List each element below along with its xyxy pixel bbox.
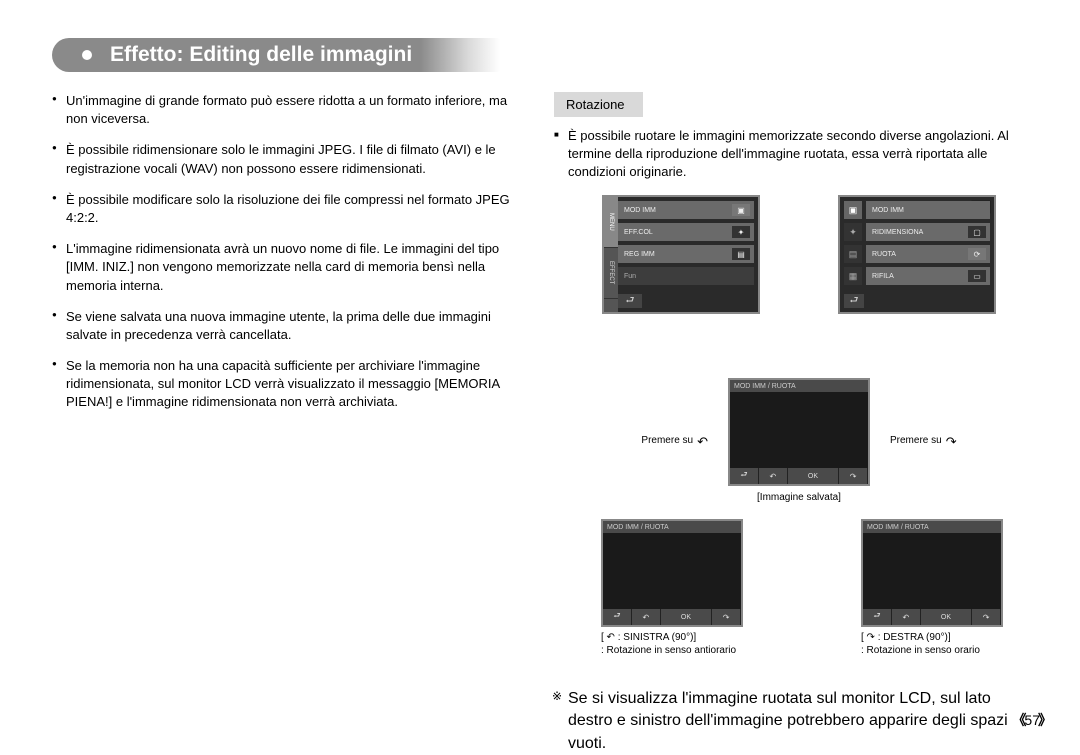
rotate-right-icon: ↷: [712, 609, 741, 625]
preview-screen-left: MOD IMM / RUOTA ⮐ ↶ OK ↷: [601, 519, 743, 627]
page-number: 57: [1012, 710, 1052, 730]
menu-sidebar: MENU EFFECT: [604, 197, 618, 312]
row-icon: ▣: [732, 204, 750, 216]
row-icon: ▭: [968, 270, 986, 282]
row-icon: ✦: [844, 223, 862, 241]
middle-screen-row: Premere su↶ MOD IMM / RUOTA ⮐ ↶ OK ↷ [Im…: [554, 378, 1044, 503]
menu-tab: MENU: [604, 197, 618, 248]
menu-rows: MOD IMM▣ EFF.COL✦ REG IMM▤ Fun: [618, 201, 754, 289]
bullet-item: Un'immagine di grande formato può essere…: [52, 92, 522, 128]
row-icon: ⟳: [968, 248, 986, 260]
row-icon: ▣: [844, 201, 862, 219]
page-title-bar: Effetto: Editing delle immagini: [52, 38, 420, 72]
icon-column: ▣ ✦ ▤ ▦: [844, 201, 862, 289]
row-icon: ▢: [968, 226, 986, 238]
ok-button: OK: [661, 609, 712, 625]
screen-buttons: ⮐ ↶ OK ↷: [603, 609, 741, 625]
row-icon: ▤: [844, 245, 862, 263]
camera-menu-screen-left: MENU EFFECT MOD IMM▣ EFF.COL✦ REG IMM▤ F…: [602, 195, 760, 314]
bullet-item: È possibile modificare solo la risoluzio…: [52, 191, 522, 227]
screen-buttons: ⮐ ↶ OK ↷: [863, 609, 1001, 625]
page-title: Effetto: Editing delle immagini: [110, 43, 412, 67]
menu-row: Fun: [618, 267, 754, 285]
screen-body: [603, 533, 741, 609]
menu-row: RIFILA▭: [866, 267, 990, 285]
arrow-right-icon: ↷: [946, 434, 957, 450]
bullet-item: L'immagine ridimensionata avrà un nuovo …: [52, 240, 522, 295]
row-icon: ▤: [732, 248, 750, 260]
rotation-intro: È possibile ruotare le immagini memorizz…: [554, 127, 1032, 182]
menu-row: MOD IMM: [866, 201, 990, 219]
menu-row: RIDIMENSIONA▢: [866, 223, 990, 241]
menu-rows: MOD IMM RIDIMENSIONA▢ RUOTA⟳ RIFILA▭: [866, 201, 990, 289]
screen-buttons: ⮐ ↶ OK ↷: [730, 468, 868, 484]
row-icon: ▦: [844, 267, 862, 285]
note-wrap: Se si visualizza l'immagine ruotata sul …: [554, 670, 1032, 755]
ok-button: OK: [921, 609, 972, 625]
menu-row: REG IMM▤: [618, 245, 754, 263]
preview-screen-right: MOD IMM / RUOTA ⮐ ↶ OK ↷: [861, 519, 1003, 627]
screen-caption: [ ↶ : SINISTRA (90°)]: [601, 632, 743, 643]
back-icon: ⮐: [863, 609, 892, 625]
screen-body: [863, 533, 1001, 609]
back-icon: ⮐: [730, 468, 759, 484]
menu-screens-row: MENU EFFECT MOD IMM▣ EFF.COL✦ REG IMM▤ F…: [602, 195, 996, 314]
title-dot-icon: [82, 50, 92, 60]
back-icon: ⮐: [844, 294, 864, 308]
screen-title: MOD IMM / RUOTA: [863, 521, 1001, 533]
rotation-note: Se si visualizza l'immagine ruotata sul …: [554, 688, 1032, 755]
screen-caption: : Rotazione in senso antiorario: [601, 645, 743, 656]
preview-screen-center: MOD IMM / RUOTA ⮐ ↶ OK ↷: [728, 378, 870, 486]
camera-menu-screen-right: ▣ ✦ ▤ ▦ MOD IMM RIDIMENSIONA▢ RUOTA⟳ RIF…: [838, 195, 996, 314]
screen-title: MOD IMM / RUOTA: [730, 380, 868, 392]
back-icon: ⮐: [603, 609, 632, 625]
screen-body: [730, 392, 868, 468]
rotate-right-icon: ↷: [972, 609, 1001, 625]
bottom-screens-row: MOD IMM / RUOTA ⮐ ↶ OK ↷ [ ↶ : SINISTRA …: [601, 519, 1003, 656]
ok-button: OK: [788, 468, 839, 484]
press-label-left: Premere su↶: [641, 433, 708, 449]
preview-left-wrap: MOD IMM / RUOTA ⮐ ↶ OK ↷ [ ↶ : SINISTRA …: [601, 519, 743, 656]
title-bar-gradient: [420, 38, 500, 72]
menu-row: MOD IMM▣: [618, 201, 754, 219]
right-column: Rotazione È possibile ruotare le immagin…: [554, 92, 1032, 192]
bullet-item: È possibile ridimensionare solo le immag…: [52, 141, 522, 177]
back-icon: ⮐: [618, 294, 642, 308]
rotate-right-icon: ↷: [839, 468, 868, 484]
rotate-left-icon: ↶: [632, 609, 661, 625]
menu-row: EFF.COL✦: [618, 223, 754, 241]
screen-caption: [Immagine salvata]: [728, 492, 870, 503]
rotate-left-icon: ↶: [759, 468, 788, 484]
row-icon: ✦: [732, 226, 750, 238]
preview-right-wrap: MOD IMM / RUOTA ⮐ ↶ OK ↷ [ ↷ : DESTRA (9…: [861, 519, 1003, 656]
screen-caption: [ ↷ : DESTRA (90°)]: [861, 632, 1003, 643]
bullet-item: Se viene salvata una nuova immagine uten…: [52, 308, 522, 344]
bullet-item: Se la memoria non ha una capacità suffic…: [52, 357, 522, 412]
menu-tab: EFFECT: [604, 248, 618, 299]
screen-title: MOD IMM / RUOTA: [603, 521, 741, 533]
screen-caption: : Rotazione in senso orario: [861, 645, 1003, 656]
rotate-left-icon: ↶: [892, 609, 921, 625]
arrow-left-icon: ↶: [697, 434, 708, 450]
section-label: Rotazione: [554, 92, 643, 117]
left-column: Un'immagine di grande formato può essere…: [52, 92, 522, 425]
menu-row: RUOTA⟳: [866, 245, 990, 263]
press-label-right: Premere su↷: [890, 433, 957, 449]
